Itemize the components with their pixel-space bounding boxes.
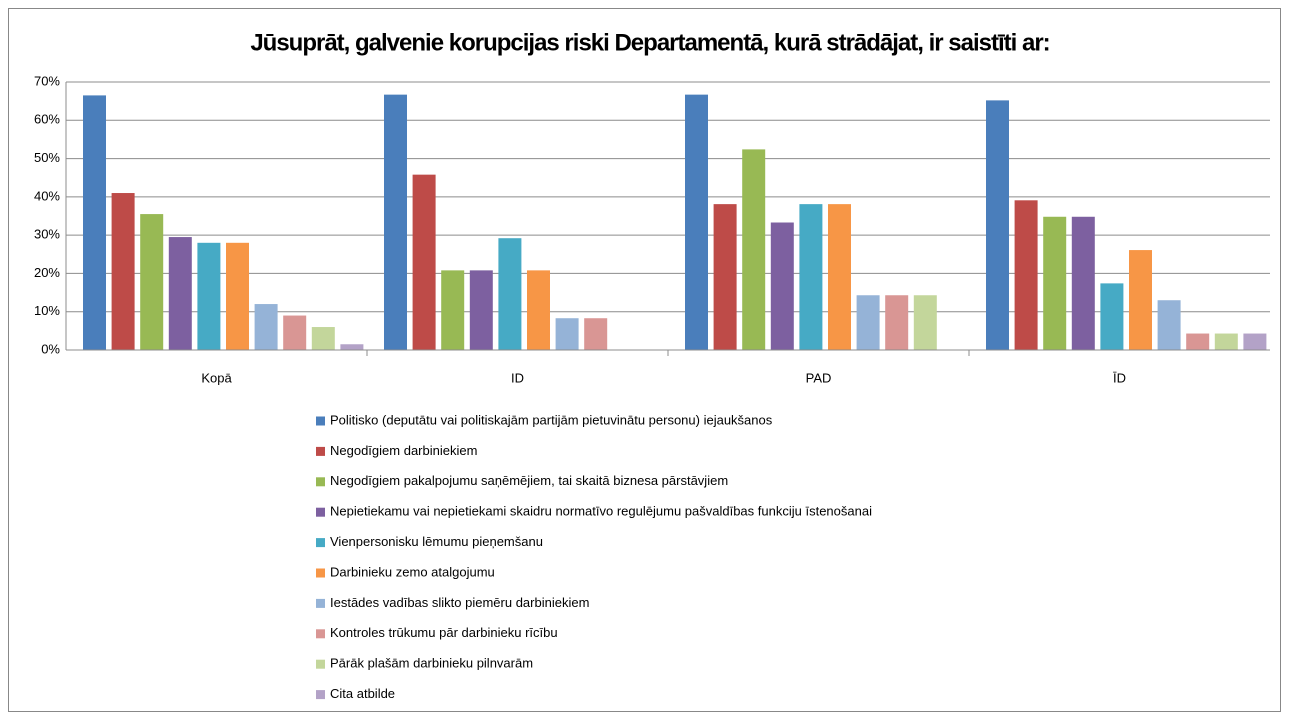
legend-swatch [316,629,325,639]
bar [527,270,550,350]
bar [1214,333,1238,350]
legend-label: Cita atbilde [330,686,395,701]
bar [412,174,436,350]
legend-swatch [316,568,325,578]
bar [1100,283,1124,350]
bar [856,295,880,350]
bar [685,94,708,351]
bar [885,295,909,350]
bar [770,222,794,350]
bar [1043,216,1067,350]
bar [584,318,608,350]
legend-swatch [316,690,325,700]
bar [1157,300,1181,350]
y-tick-label: 60% [34,112,60,127]
legend-label: Darbinieku zemo atalgojumu [330,564,495,579]
y-tick-label: 70% [34,73,60,88]
bar [1014,200,1038,350]
y-tick-label: 30% [34,227,60,242]
bar [226,242,249,350]
legend-swatch [316,477,325,487]
bar [913,295,937,350]
bar [254,304,278,350]
legend-swatch [316,538,325,548]
legend-swatch [316,659,325,669]
x-tick-label: ĪD [1113,370,1126,385]
y-tick-label: 50% [34,150,60,165]
legend-swatch [316,507,325,517]
bar [1243,333,1267,350]
chart-title: Jūsuprāt, galvenie korupcijas riski Depa… [250,29,1049,56]
x-tick-label: ID [511,370,524,385]
y-tick-label: 20% [34,265,60,280]
legend-label: Vienpersonisku lēmumu pieņemšanu [330,534,543,549]
legend-label: Kontroles trūkumu pār darbinieku rīcību [330,625,558,640]
legend-swatch [316,446,325,456]
bar [742,149,766,350]
bar [83,95,106,351]
bar [1071,216,1095,350]
bar [441,270,465,350]
y-tick-label: 40% [34,188,60,203]
legend-label: Iestādes vadības slikto piemēru darbinie… [330,595,589,610]
bar [498,238,522,350]
legend-label: Pārāk plašām darbinieku pilnvarām [330,656,533,671]
legend-label: Negodīgiem pakalpojumu saņēmējiem, tai s… [330,473,728,488]
bar [111,193,135,350]
bar [828,204,851,350]
bar [1129,250,1152,350]
bar [469,270,493,350]
bar [384,94,407,351]
bar [986,100,1009,351]
chart-frame [8,8,1281,712]
bar [799,204,823,350]
x-tick-label: Kopā [201,370,232,385]
bar [168,237,192,350]
bar [311,327,335,350]
legend-swatch [316,416,325,426]
bar [283,315,307,350]
y-tick-label: 0% [41,341,60,356]
legend-label: Nepietiekamu vai nepietiekami skaidru no… [330,504,872,519]
bar [555,318,579,350]
legend-label: Politisko (deputātu vai politiskajām par… [330,412,773,427]
legend-label: Negodīgiem darbiniekiem [330,443,477,458]
legend-swatch [316,598,325,608]
bar [1186,333,1210,350]
x-tick-label: PAD [806,370,832,385]
y-tick-label: 10% [34,303,60,318]
bar [140,214,164,350]
bar [713,204,737,350]
bar [197,242,221,350]
bar [340,344,364,350]
